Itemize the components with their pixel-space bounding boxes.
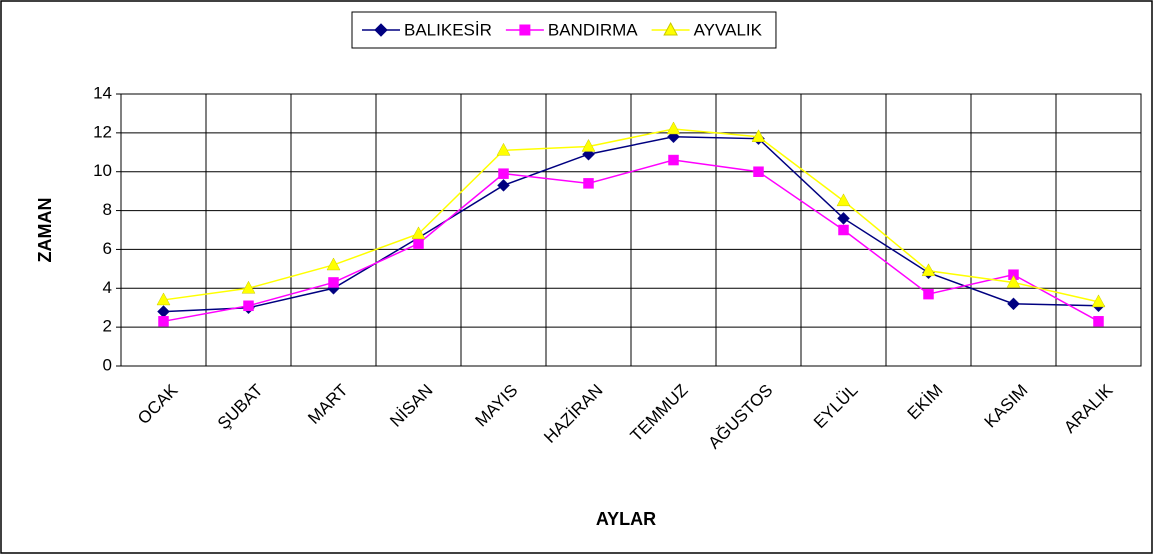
legend: BALIKESİR BANDIRMA AYVALIK <box>351 11 777 49</box>
y-tick-label: 12 <box>93 122 112 141</box>
y-tick-label: 6 <box>103 239 112 258</box>
y-tick-label: 8 <box>103 200 112 219</box>
point <box>241 280 256 294</box>
point <box>921 263 936 277</box>
point <box>1007 297 1020 311</box>
point <box>923 288 934 300</box>
y-tick-label: 2 <box>103 317 112 336</box>
point <box>158 316 169 327</box>
point <box>751 129 766 142</box>
point <box>497 178 510 192</box>
series-line <box>163 135 1099 313</box>
point <box>1091 294 1106 308</box>
legend-marker <box>663 21 678 36</box>
legend-marker <box>519 24 531 36</box>
point <box>326 257 341 271</box>
point <box>1093 316 1104 327</box>
point <box>836 193 851 207</box>
point <box>837 211 850 225</box>
point <box>838 224 849 236</box>
y-tick-label: 14 <box>93 83 112 102</box>
point <box>156 292 171 306</box>
y-tick-label: 10 <box>93 161 112 180</box>
series-line <box>163 128 1099 303</box>
x-axis-title: AYLAR <box>596 509 656 529</box>
point <box>243 300 254 312</box>
y-axis-title: ZAMAN <box>35 198 55 263</box>
point <box>583 178 594 189</box>
point <box>581 138 596 152</box>
point <box>498 168 509 179</box>
point <box>413 238 424 249</box>
point <box>328 277 339 288</box>
legend-marker <box>374 23 388 37</box>
series-line <box>163 159 1099 323</box>
point <box>753 166 764 177</box>
point <box>496 142 511 156</box>
legend-label: BANDIRMA <box>548 20 638 39</box>
legend-box <box>351 11 777 49</box>
point <box>666 121 681 135</box>
legend-label: AYVALIK <box>694 20 763 39</box>
point <box>1006 274 1021 288</box>
point <box>668 154 679 166</box>
y-tick-label: 0 <box>103 355 112 374</box>
point <box>411 226 426 240</box>
legend-label: BALIKESİR <box>404 20 492 39</box>
y-tick-label: 4 <box>103 278 112 297</box>
